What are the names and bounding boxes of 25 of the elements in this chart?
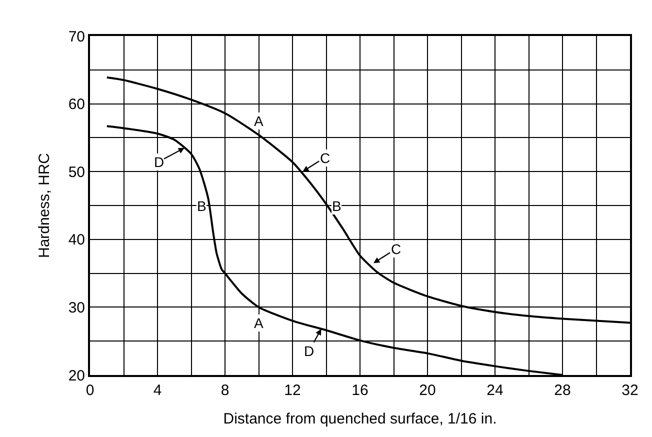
y-axis-title: Hardness, HRC <box>36 152 54 258</box>
x-tick-label: 16 <box>352 382 368 399</box>
annotation: C <box>320 150 330 166</box>
annotation: A <box>254 315 264 331</box>
x-tick-label: 4 <box>153 382 162 399</box>
annotation: B <box>332 198 342 214</box>
y-tick-label: 40 <box>68 232 85 249</box>
x-tick-label: 28 <box>554 382 571 399</box>
x-tick-label: 12 <box>284 382 301 399</box>
annotation: B <box>197 198 206 214</box>
y-tick-label: 20 <box>68 367 85 384</box>
annotation: C <box>391 241 402 257</box>
x-tick-label: 8 <box>220 382 230 399</box>
annotation: A <box>254 113 264 129</box>
x-tick-label: 20 <box>419 382 436 399</box>
x-tick-label: 32 <box>622 382 638 399</box>
annotation: D <box>304 343 314 359</box>
y-tick-label: 30 <box>68 299 85 316</box>
annotation: D <box>154 154 164 170</box>
y-tick-label: 50 <box>68 164 85 181</box>
y-tick-label: 70 <box>68 28 85 46</box>
x-tick-label: 0 <box>86 382 94 399</box>
y-tick-label: 60 <box>68 96 85 114</box>
x-axis-title: Distance from quenched surface, 1/16 in. <box>223 410 497 428</box>
x-tick-label: 24 <box>486 382 504 399</box>
